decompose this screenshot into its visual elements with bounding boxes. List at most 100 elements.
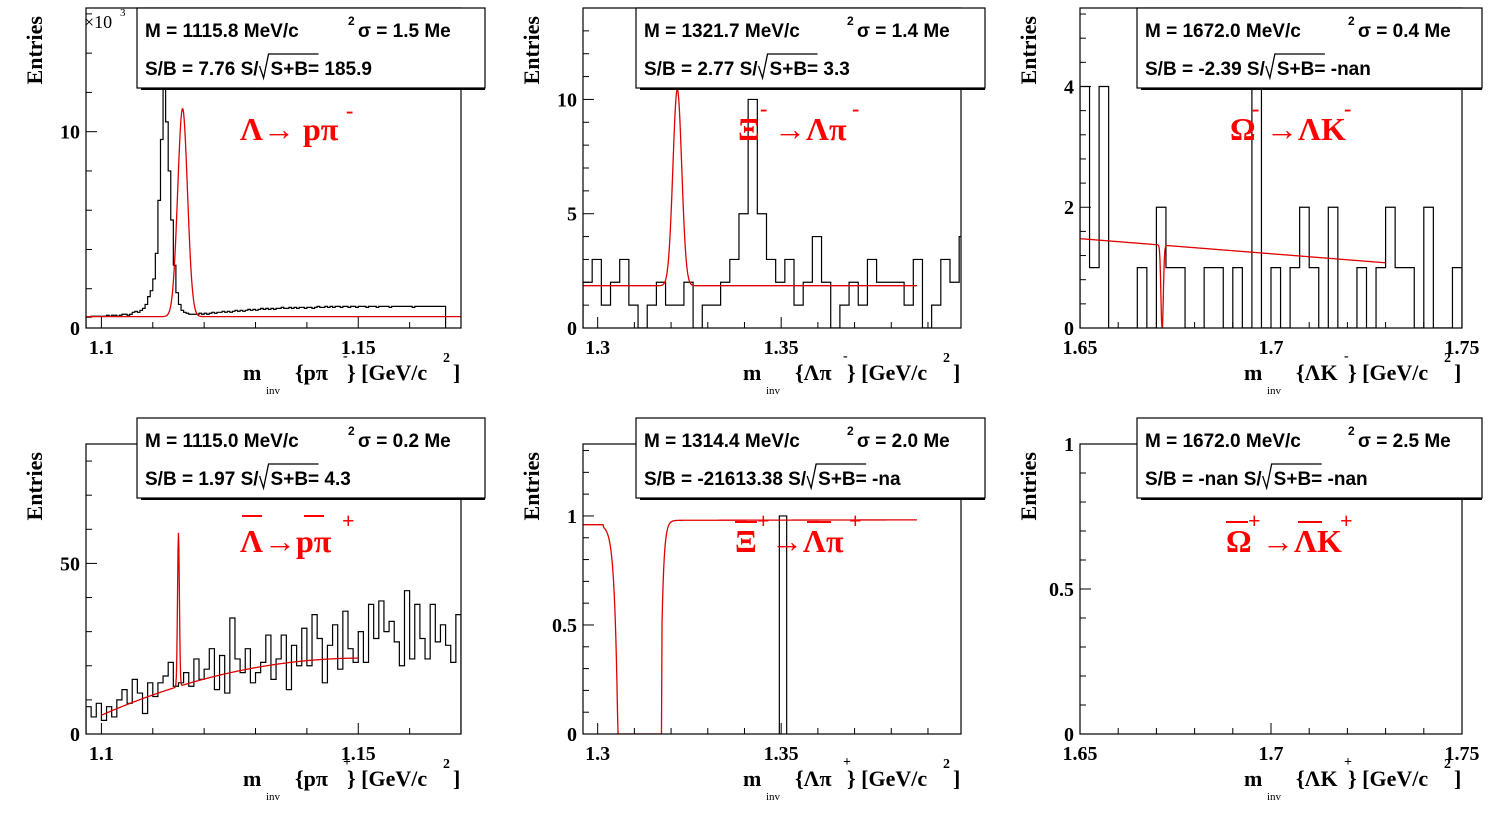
x-axis-label-bracket: ] [453, 766, 460, 791]
x-axis-label: m [1244, 360, 1262, 385]
x-axis-label-unit: } [GeV/c [847, 766, 927, 791]
decay-channel-label: Ω-→ΛK- [1230, 96, 1351, 147]
fit-curve [86, 108, 461, 318]
y-tick-label: 1 [1064, 434, 1074, 456]
x-axis-label-bracket: ] [953, 360, 960, 385]
significance-denominator: S+B [1277, 59, 1315, 80]
histogram-bars [1080, 85, 1462, 328]
x-axis-label-variable: {pπ [295, 766, 328, 791]
x-tick-label: 1.75 [1445, 743, 1480, 765]
x-axis-label-subscript: inv [266, 385, 281, 397]
y-tick-label: 5 [567, 204, 577, 226]
x-axis-label-variable: {pπ [295, 360, 328, 385]
fitted-mass: M = 1672.0 MeV/c [1145, 21, 1301, 42]
y-axis-label: Entries [1016, 16, 1041, 85]
fit-curve [583, 88, 917, 287]
sqrt-sign [258, 53, 319, 81]
x-tick-label: 1.35 [764, 337, 799, 359]
fit-stats-box: M = 1672.0 MeV/c 2 σ = 2.5 Me S/B = -nan S… [1136, 417, 1483, 500]
decay-channel-label: Ω+→ΛK+ [1226, 508, 1353, 559]
sqrt-sign [258, 463, 319, 491]
fitted-mass-unit-exponent: 2 [1348, 14, 1355, 28]
x-axis-label-charge: + [1344, 755, 1352, 770]
significance-denominator: S+B [818, 469, 856, 490]
x-axis-label-variable: {ΛK [1296, 766, 1338, 791]
decay-channel-label: Ξ-→Λπ- [738, 96, 859, 147]
significance-denominator: S+B [271, 59, 309, 80]
decay-mother: Ξ [738, 111, 760, 147]
y-tick-label: 10 [60, 122, 80, 144]
x-axis-label-subscript: inv [766, 385, 781, 397]
x-axis-label-variable: {ΛK [1296, 360, 1338, 385]
x-axis-label-subscript: inv [266, 791, 281, 803]
decay-charge: + [849, 508, 862, 533]
x-axis-label: m [743, 360, 761, 385]
significance-value: = 185.9 [308, 59, 372, 80]
fitted-sigma: σ = 0.2 Me [358, 431, 451, 452]
fitted-mass-unit-exponent: 2 [847, 424, 854, 438]
decay-daughters: →ΛK [1262, 523, 1342, 559]
fitted-sigma: σ = 1.4 Me [857, 21, 950, 42]
axis-multiplier-exponent: 3 [120, 7, 126, 19]
y-tick-label: 0.5 [552, 615, 577, 637]
significance-denominator: S+B [271, 469, 309, 490]
x-axis-label-unit: } [GeV/c [1348, 360, 1428, 385]
fitted-mass: M = 1314.4 MeV/c [644, 431, 800, 452]
significance-denominator: S+B [770, 59, 808, 80]
x-tick-label: 1.15 [341, 337, 376, 359]
x-axis-label-bracket: ] [953, 766, 960, 791]
fit-stats-box: M = 1115.0 MeV/c 2 σ = 0.2 Me S/B = 1.97 S… [136, 417, 486, 500]
x-tick-label: 1.35 [764, 743, 799, 765]
fitted-mass: M = 1115.8 MeV/c [145, 21, 299, 42]
y-tick-label: 0 [70, 724, 80, 746]
x-axis-label-charge: + [843, 755, 851, 770]
x-axis-label-unit-exponent: 2 [443, 351, 450, 366]
decay-charge: - [1344, 96, 1351, 121]
x-axis-label-unit-exponent: 2 [943, 351, 950, 366]
decay-mother-charge: + [1248, 508, 1261, 533]
fitted-mass-unit-exponent: 2 [1348, 424, 1355, 438]
fit-stats-box: M = 1115.8 MeV/c 2 σ = 1.5 Me S/B = 7.76 S… [136, 7, 486, 90]
signal-to-background: S/B = -2.39 S/ [1145, 59, 1266, 80]
decay-channel-label: Λ →pπ + [240, 508, 355, 559]
x-axis-label: m [243, 766, 261, 791]
y-tick-label: 0.5 [1049, 579, 1074, 601]
axis-multiplier: ×10 [84, 12, 112, 32]
x-axis-label-unit: } [GeV/c [347, 766, 427, 791]
decay-daughters: →ΛK [1266, 111, 1346, 147]
y-tick-label: 0 [1064, 724, 1074, 746]
y-tick-label: 4 [1064, 76, 1074, 98]
significance-value: = 3.3 [807, 59, 850, 80]
x-tick-label: 1.65 [1063, 337, 1098, 359]
signal-to-background: S/B = 7.76 S/ [145, 59, 259, 80]
decay-channel-label: Λ→ pπ- [240, 98, 353, 147]
fitted-sigma: σ = 0.4 Me [1358, 21, 1451, 42]
fit-stats-box: M = 1314.4 MeV/c 2 σ = 2.0 Me S/B = -21613… [635, 417, 986, 500]
fitted-mass: M = 1115.0 MeV/c [145, 431, 299, 452]
x-axis-label-unit-exponent: 2 [943, 757, 950, 772]
fit-curve [583, 519, 917, 734]
x-axis-label: m [1244, 766, 1262, 791]
histogram-bars [778, 515, 788, 734]
fit-curve [101, 532, 359, 716]
y-tick-label: 0 [567, 724, 577, 746]
x-tick-label: 1.7 [1259, 337, 1284, 359]
sqrt-sign [1262, 463, 1322, 491]
histogram-bars [583, 98, 961, 328]
y-axis-label: Entries [519, 16, 544, 85]
signal-to-background: S/B = 2.77 S/ [644, 59, 758, 80]
signal-to-background: S/B = -nan S/ [1145, 469, 1262, 490]
x-axis-label-charge: + [343, 755, 351, 770]
x-axis-label-unit: } [GeV/c [1348, 766, 1428, 791]
x-axis-label-unit-exponent: 2 [1444, 757, 1451, 772]
x-axis-label-unit-exponent: 2 [443, 757, 450, 772]
fitted-sigma: σ = 2.5 Me [1358, 431, 1451, 452]
y-tick-label: 1 [567, 506, 577, 528]
fit-curve [1080, 237, 1386, 328]
histogram-bars [86, 590, 461, 734]
decay-daughters: →Λπ [774, 111, 847, 147]
